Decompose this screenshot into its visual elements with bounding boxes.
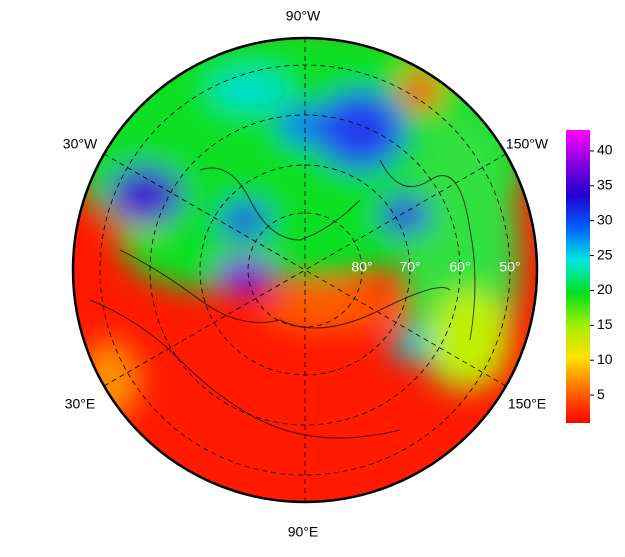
latitude-label: 50° [499,259,520,275]
latitude-label: 80° [351,259,372,275]
colorbar-tick-label: 25 [597,246,613,262]
latitude-label: 70° [399,259,420,275]
longitude-label: 150°W [506,136,549,152]
longitude-label: 30°E [65,396,96,412]
colorbar-tick-label: 5 [597,386,605,402]
colorbar-tick-label: 35 [597,177,613,193]
longitude-label: 90°E [288,524,319,540]
longitude-label: 30°W [63,136,98,152]
colorbar [566,130,590,423]
longitude-label: 150°E [508,396,546,412]
colorbar-tick-label: 40 [597,142,613,158]
longitude-label: 90°W [286,8,321,24]
colorbar-tick-label: 20 [597,281,613,297]
map-border [71,36,539,504]
latitude-label: 60° [449,259,470,275]
colorbar-tick-label: 15 [597,316,613,332]
map-field [73,38,537,502]
colorbar-tick-label: 30 [597,211,613,227]
colorbar-tick-label: 10 [597,351,613,367]
